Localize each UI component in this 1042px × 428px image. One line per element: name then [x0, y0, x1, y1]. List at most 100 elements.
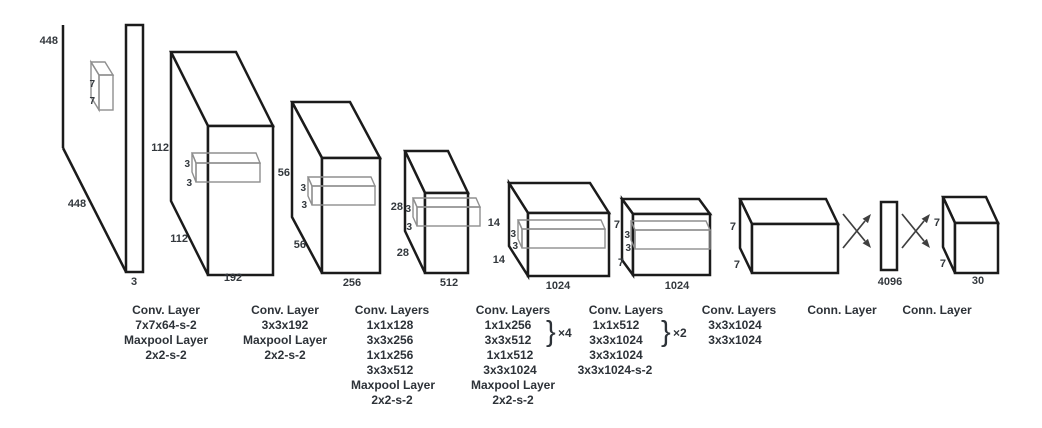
input-kernel-h-label: 7: [89, 79, 95, 90]
conv3-kernel-box: [411, 197, 482, 227]
caption-line: 3x3x512: [367, 363, 414, 377]
conv1-block: 112 112 192 3 3: [151, 50, 276, 284]
conv4-kernel-h-label: 3: [510, 229, 516, 240]
caption-conv6: Conv. Layers 3x3x1024 3x3x1024: [702, 303, 777, 347]
caption-line: 2x2-s-2: [492, 393, 534, 407]
conv2-kernel-box: [306, 176, 377, 206]
caption-line: 1x1x512: [487, 348, 534, 362]
repeat-brace: }: [661, 316, 671, 348]
caption-conv2: Conv. Layer 3x3x192 Maxpool Layer 2x2-s-…: [243, 303, 327, 362]
caption-line: Conv. Layers: [355, 303, 430, 317]
conv3-kernel-h-label: 3: [405, 204, 411, 215]
fc2-arrowhead-up-icon: [921, 214, 930, 224]
caption-line: 2x2-s-2: [371, 393, 413, 407]
caption-line: 3x3x1024: [708, 333, 762, 347]
caption-line: 3x3x1024: [589, 348, 643, 362]
caption-line: 1x1x256: [485, 318, 532, 332]
conv2-height-label: 56: [278, 167, 290, 179]
input-kernel-front-face: [98, 74, 114, 111]
conv4-depth-label: 1024: [546, 280, 571, 292]
fc1-cross-line-down: [842, 213, 866, 242]
caption-line: Conv. Layers: [589, 303, 664, 317]
conv1-kernel-w-label: 3: [186, 178, 192, 189]
conv1-kernel-h-label: 3: [184, 159, 190, 170]
caption-line: 3x3x512: [485, 333, 532, 347]
caption-conv3: Conv. Layers 1x1x128 3x3x256 1x1x256 3x3…: [351, 303, 435, 407]
repeat-multiplier: ×2: [673, 326, 687, 340]
caption-fc2: Conn. Layer: [902, 303, 972, 317]
caption-line: Maxpool Layer: [471, 378, 555, 392]
repeat-brace: }: [546, 316, 556, 348]
conv1-front-face: [206, 124, 275, 277]
caption-conv5: Conv. Layers 1x1x512 3x3x1024 3x3x1024 3…: [578, 303, 687, 377]
conv6-top-face: [738, 197, 840, 226]
caption-line: Maxpool Layer: [351, 378, 435, 392]
caption-line: 3x3x1024: [708, 318, 762, 332]
conv4-front-face: [526, 211, 611, 278]
conv6-block: 7 7: [730, 197, 840, 275]
caption-line: 1x1x256: [367, 348, 414, 362]
fc2-cross-line-up: [901, 220, 925, 249]
conv2-kernel-front-face: [311, 185, 376, 206]
conv1-height-label: 112: [151, 142, 169, 154]
conv4-kernel-box: [516, 219, 607, 249]
input-plane-bottom-edge: [61, 147, 128, 273]
conv1-depth-label: 192: [224, 272, 242, 284]
conv5-block: 7 7 1024 3 3: [614, 195, 713, 292]
caption-line: 3x3x1024: [483, 363, 537, 377]
conv6-front-face: [750, 222, 840, 275]
conv4-height-label: 14: [488, 217, 501, 229]
input-kernel-w-label: 7: [89, 96, 95, 107]
caption-line: 3x3x1024: [589, 333, 643, 347]
conv5-kernel-box: [629, 220, 712, 250]
caption-line: 2x2-s-2: [145, 348, 187, 362]
conv2-kernel-h-label: 3: [300, 183, 306, 194]
caption-line: 3x3x256: [367, 333, 414, 347]
conv6-width-label: 7: [734, 259, 740, 271]
conv2-depth-label: 256: [343, 277, 361, 289]
caption-line: Conv. Layer: [132, 303, 200, 317]
caption-line: Conv. Layers: [476, 303, 551, 317]
input-kernel-box: [89, 59, 115, 113]
output-width-label: 7: [940, 258, 946, 270]
fc1-arrowhead-down-icon: [862, 238, 871, 248]
caption-line: 3x3x192: [262, 318, 309, 332]
fc2-arrowhead-down-icon: [921, 238, 930, 248]
conv1-kernel-front-face: [195, 162, 261, 183]
conv5-depth-label: 1024: [665, 280, 690, 292]
conv4-width-label: 14: [493, 254, 506, 266]
conv3-block: 28 28 512 3 3: [391, 149, 482, 289]
conv3-height-label: 28: [391, 201, 403, 213]
output-front-face: [953, 221, 1000, 275]
fc1-cross-line-up: [842, 220, 866, 249]
output-block: 7 7 30: [934, 195, 1000, 287]
output-depth-label: 30: [972, 275, 984, 287]
conv3-kernel-front-face: [416, 206, 481, 227]
conv5-front-face: [631, 212, 712, 277]
caption-line: 7x7x64-s-2: [135, 318, 197, 332]
conv2-width-label: 56: [294, 239, 306, 251]
conv3-width-label: 28: [397, 247, 409, 259]
caption-line: Conn. Layer: [807, 303, 877, 317]
conv5-kernel-front-face: [634, 229, 711, 250]
conv5-top-face: [619, 197, 713, 216]
conv1-kernel-box: [190, 152, 262, 183]
fc2-connection: [901, 213, 930, 249]
conv3-kernel-w-label: 3: [406, 222, 412, 233]
input-height-label: 448: [40, 35, 58, 47]
input-plane-slab: [124, 23, 145, 274]
caption-line: Maxpool Layer: [124, 333, 208, 347]
caption-line: Conn. Layer: [902, 303, 972, 317]
repeat-multiplier: ×4: [558, 326, 572, 340]
caption-conv1: Conv. Layer 7x7x64-s-2 Maxpool Layer 2x2…: [124, 303, 208, 362]
conv5-kernel-h-label: 3: [624, 230, 630, 241]
caption-line: Conv. Layer: [251, 303, 319, 317]
conv2-kernel-w-label: 3: [301, 200, 307, 211]
conv4-block: 14 14 1024 3 3: [488, 178, 612, 292]
conv5-kernel-w-label: 3: [625, 243, 631, 254]
caption-line: Conv. Layers: [702, 303, 777, 317]
output-height-label: 7: [934, 217, 940, 229]
conv4-kernel-w-label: 3: [512, 241, 518, 252]
conv5-height-label: 7: [614, 219, 620, 231]
